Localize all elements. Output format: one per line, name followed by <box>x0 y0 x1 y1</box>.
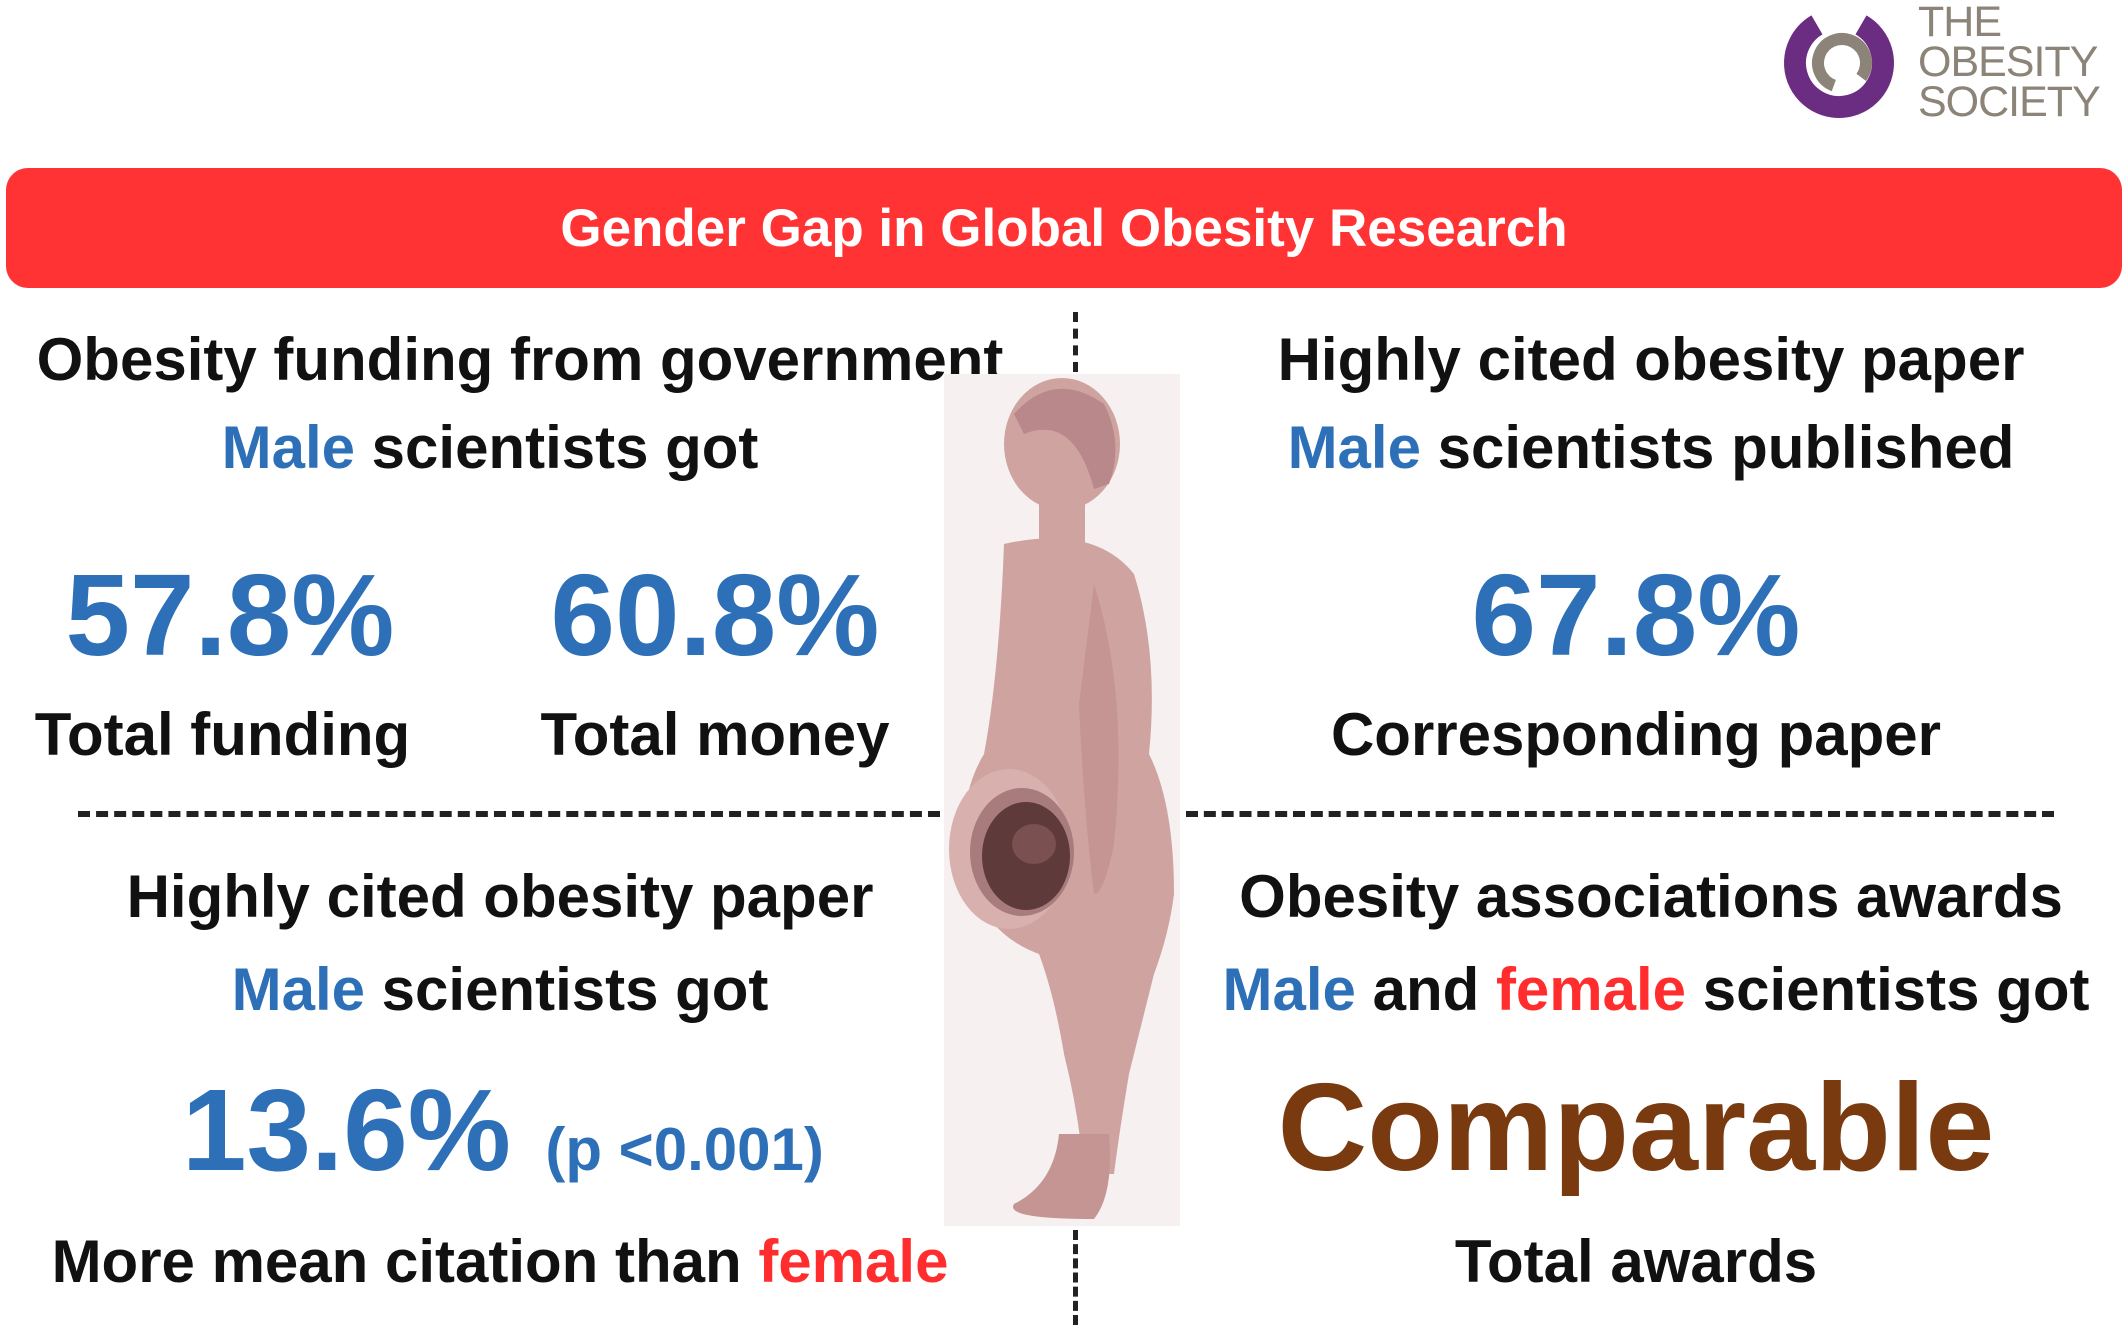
subheading-rest: scientists got <box>364 956 769 1023</box>
horizontal-divider-left <box>78 811 940 817</box>
female-word: female <box>1495 956 1687 1023</box>
title-banner: Gender Gap in Global Obesity Research <box>6 168 2122 288</box>
logo-line-1: THE <box>1918 0 2002 46</box>
total-money-label: Total money <box>540 701 890 768</box>
cited-paper-subheading-top: Male scientists published <box>1186 413 2116 483</box>
subheading-rest: scientists got <box>354 414 759 481</box>
cited-paper-heading-top: Highly cited obesity paper <box>1277 326 2025 393</box>
funding-subheading: Male scientists got <box>0 413 980 483</box>
total-awards-label: Total awards <box>1454 1228 1818 1295</box>
mean-citation-value: 13.6% <box>182 1065 511 1195</box>
cited-paper-subheading-bottom: Male scientists got <box>0 955 1000 1025</box>
logo-line-3: SOCIETY <box>1918 78 2101 126</box>
male-word: Male <box>221 414 355 481</box>
obesity-society-logo-icon <box>1784 7 1894 118</box>
horizontal-divider-right <box>1186 811 2054 817</box>
male-word: Male <box>1287 414 1421 481</box>
pregnant-woman-silhouette-icon <box>944 374 1180 1226</box>
funding-heading: Obesity funding from government <box>36 326 1004 393</box>
caption-prefix: More mean citation than <box>51 1228 759 1295</box>
female-word: female <box>758 1228 949 1295</box>
awards-subheading: Male and female scientists got <box>1186 955 2126 1025</box>
vertical-divider-top <box>1073 312 1078 372</box>
vertical-divider-bottom <box>1073 1230 1078 1325</box>
cited-paper-heading-bottom: Highly cited obesity paper <box>126 863 874 930</box>
logo-wordmark: THE OBESITY SOCIETY <box>1918 0 2123 126</box>
logo-line-2: OBESITY <box>1918 38 2098 86</box>
p-value: (p <0.001) <box>545 1116 824 1183</box>
total-money-value: 60.8% <box>550 550 880 680</box>
awards-comparable: Comparable <box>1277 1059 1995 1197</box>
subheading-rest: scientists published <box>1420 414 2015 481</box>
subheading-rest: scientists got <box>1686 956 2090 1023</box>
corresponding-paper-label: Corresponding paper <box>1330 701 1942 768</box>
awards-heading: Obesity associations awards <box>1239 863 2063 930</box>
total-funding-label: Total funding <box>34 701 411 768</box>
banner-title: Gender Gap in Global Obesity Research <box>560 198 1568 258</box>
total-funding-value: 57.8% <box>65 550 395 680</box>
corresponding-paper-value: 67.8% <box>1471 550 1801 680</box>
male-word: Male <box>231 956 365 1023</box>
citation-stat: 13.6% (p <0.001) <box>182 1070 824 1190</box>
and-word: and <box>1355 956 1496 1023</box>
mean-citation-caption: More mean citation than female <box>0 1227 1000 1297</box>
male-word: Male <box>1222 956 1356 1023</box>
